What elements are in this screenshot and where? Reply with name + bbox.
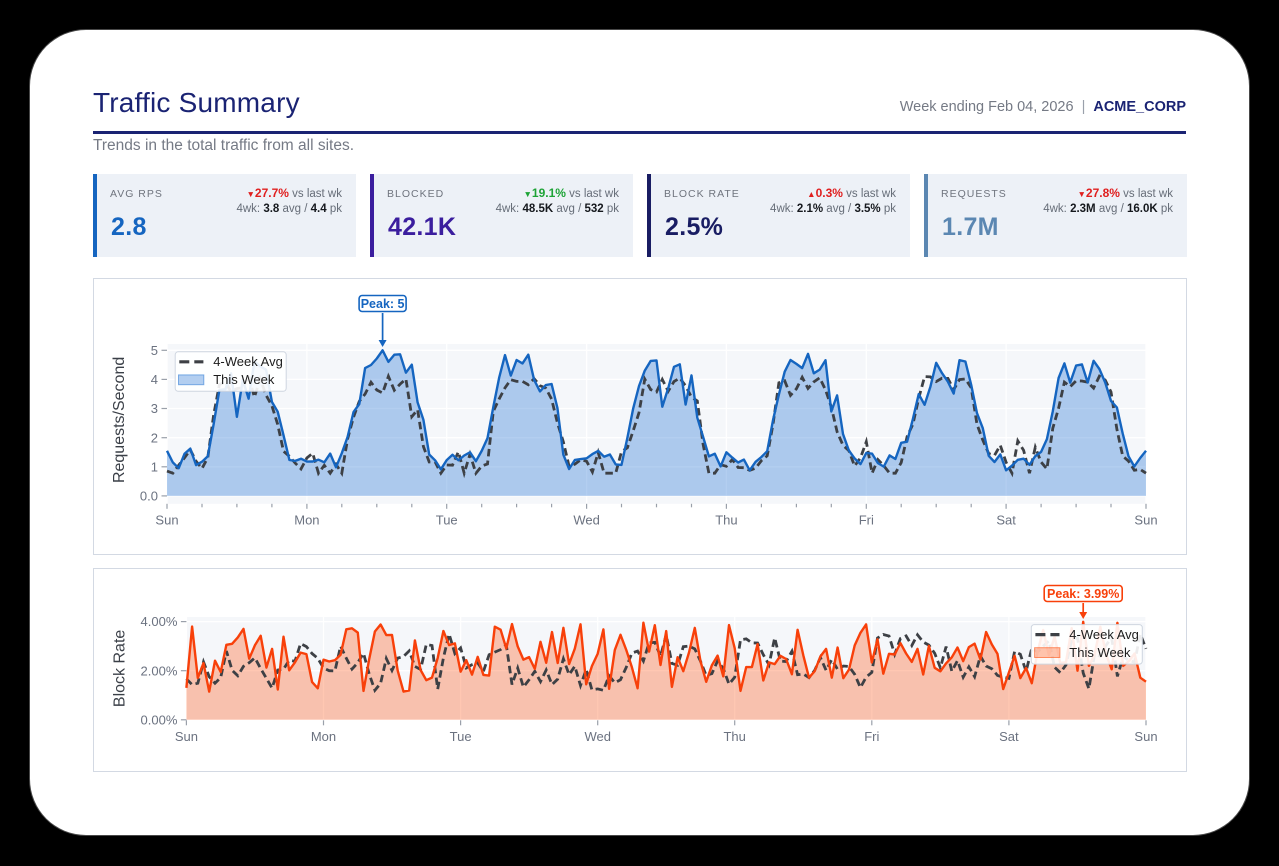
svg-text:2: 2 — [151, 430, 158, 445]
svg-text:Mon: Mon — [311, 729, 336, 744]
svg-text:Fri: Fri — [864, 729, 879, 744]
svg-text:4-Week Avg: 4-Week Avg — [1069, 627, 1139, 642]
svg-text:This Week: This Week — [213, 372, 275, 387]
svg-text:4-Week Avg: 4-Week Avg — [213, 354, 283, 369]
svg-text:Block Rate: Block Rate — [111, 630, 128, 707]
svg-text:Peak: 3.99%: Peak: 3.99% — [1047, 587, 1119, 601]
svg-text:Thu: Thu — [715, 512, 737, 527]
svg-text:0.0: 0.0 — [140, 489, 158, 504]
svg-text:This Week: This Week — [1069, 645, 1131, 660]
svg-text:1: 1 — [151, 459, 158, 474]
svg-text:Sat: Sat — [999, 729, 1019, 744]
svg-text:Requests/Second: Requests/Second — [111, 357, 128, 483]
svg-text:4: 4 — [151, 372, 158, 387]
svg-text:Sun: Sun — [155, 512, 178, 527]
svg-text:Peak: 5: Peak: 5 — [361, 297, 405, 311]
svg-text:Wed: Wed — [584, 729, 611, 744]
svg-text:Sat: Sat — [996, 512, 1016, 527]
svg-text:2.00%: 2.00% — [141, 663, 178, 678]
svg-text:3: 3 — [151, 401, 158, 416]
svg-text:Sun: Sun — [175, 729, 198, 744]
svg-text:Wed: Wed — [573, 512, 600, 527]
svg-text:Sun: Sun — [1134, 729, 1157, 744]
svg-text:5: 5 — [151, 343, 158, 358]
svg-text:Thu: Thu — [723, 729, 745, 744]
svg-text:Tue: Tue — [436, 512, 458, 527]
svg-text:Mon: Mon — [294, 512, 319, 527]
svg-text:Fri: Fri — [859, 512, 874, 527]
svg-text:Sun: Sun — [1134, 512, 1157, 527]
svg-text:4.00%: 4.00% — [141, 614, 178, 629]
svg-text:0.00%: 0.00% — [141, 712, 178, 727]
svg-text:Tue: Tue — [450, 729, 472, 744]
